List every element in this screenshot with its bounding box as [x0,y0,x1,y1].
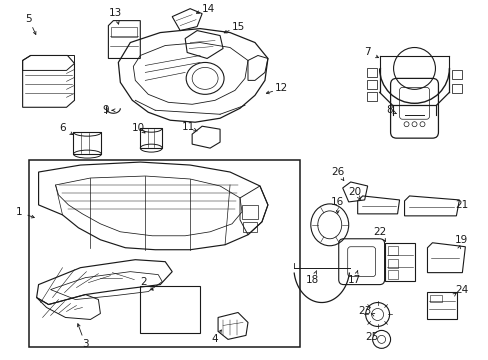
Bar [366,92,376,101]
Bar [427,292,456,319]
Text: 13: 13 [108,8,122,18]
Bar [366,80,376,89]
Text: 17: 17 [347,275,361,285]
Text: 6: 6 [59,123,66,133]
Text: 10: 10 [131,123,144,133]
Text: 2: 2 [140,276,146,287]
Text: 4: 4 [211,334,218,345]
Text: 18: 18 [305,275,319,285]
Text: 15: 15 [231,22,244,32]
Text: 24: 24 [454,284,467,294]
Text: 25: 25 [364,332,378,342]
Bar [140,285,200,333]
Text: 5: 5 [25,14,32,24]
Bar [73,132,101,154]
Bar [387,246,397,255]
Text: 14: 14 [201,4,214,14]
Text: 11: 11 [181,122,194,132]
Text: 7: 7 [364,48,370,58]
Text: 12: 12 [275,84,288,93]
Text: 1: 1 [15,207,22,217]
Bar [384,243,414,280]
Bar [387,259,397,268]
Bar [29,160,299,347]
Text: 3: 3 [82,339,89,349]
Text: 23: 23 [357,306,370,316]
Bar [242,205,258,219]
Bar [451,71,462,80]
Text: 21: 21 [454,200,467,210]
Bar [366,68,376,77]
Text: 22: 22 [372,227,386,237]
Bar [243,222,256,232]
Text: 9: 9 [102,105,108,115]
Bar [451,84,462,93]
Bar [429,294,442,302]
Text: 26: 26 [330,167,344,177]
Text: 19: 19 [454,235,467,245]
Bar [140,128,162,148]
Text: 20: 20 [347,187,361,197]
Text: 16: 16 [330,197,344,207]
Bar [111,27,137,37]
Bar [387,270,397,279]
Text: 8: 8 [386,105,392,115]
